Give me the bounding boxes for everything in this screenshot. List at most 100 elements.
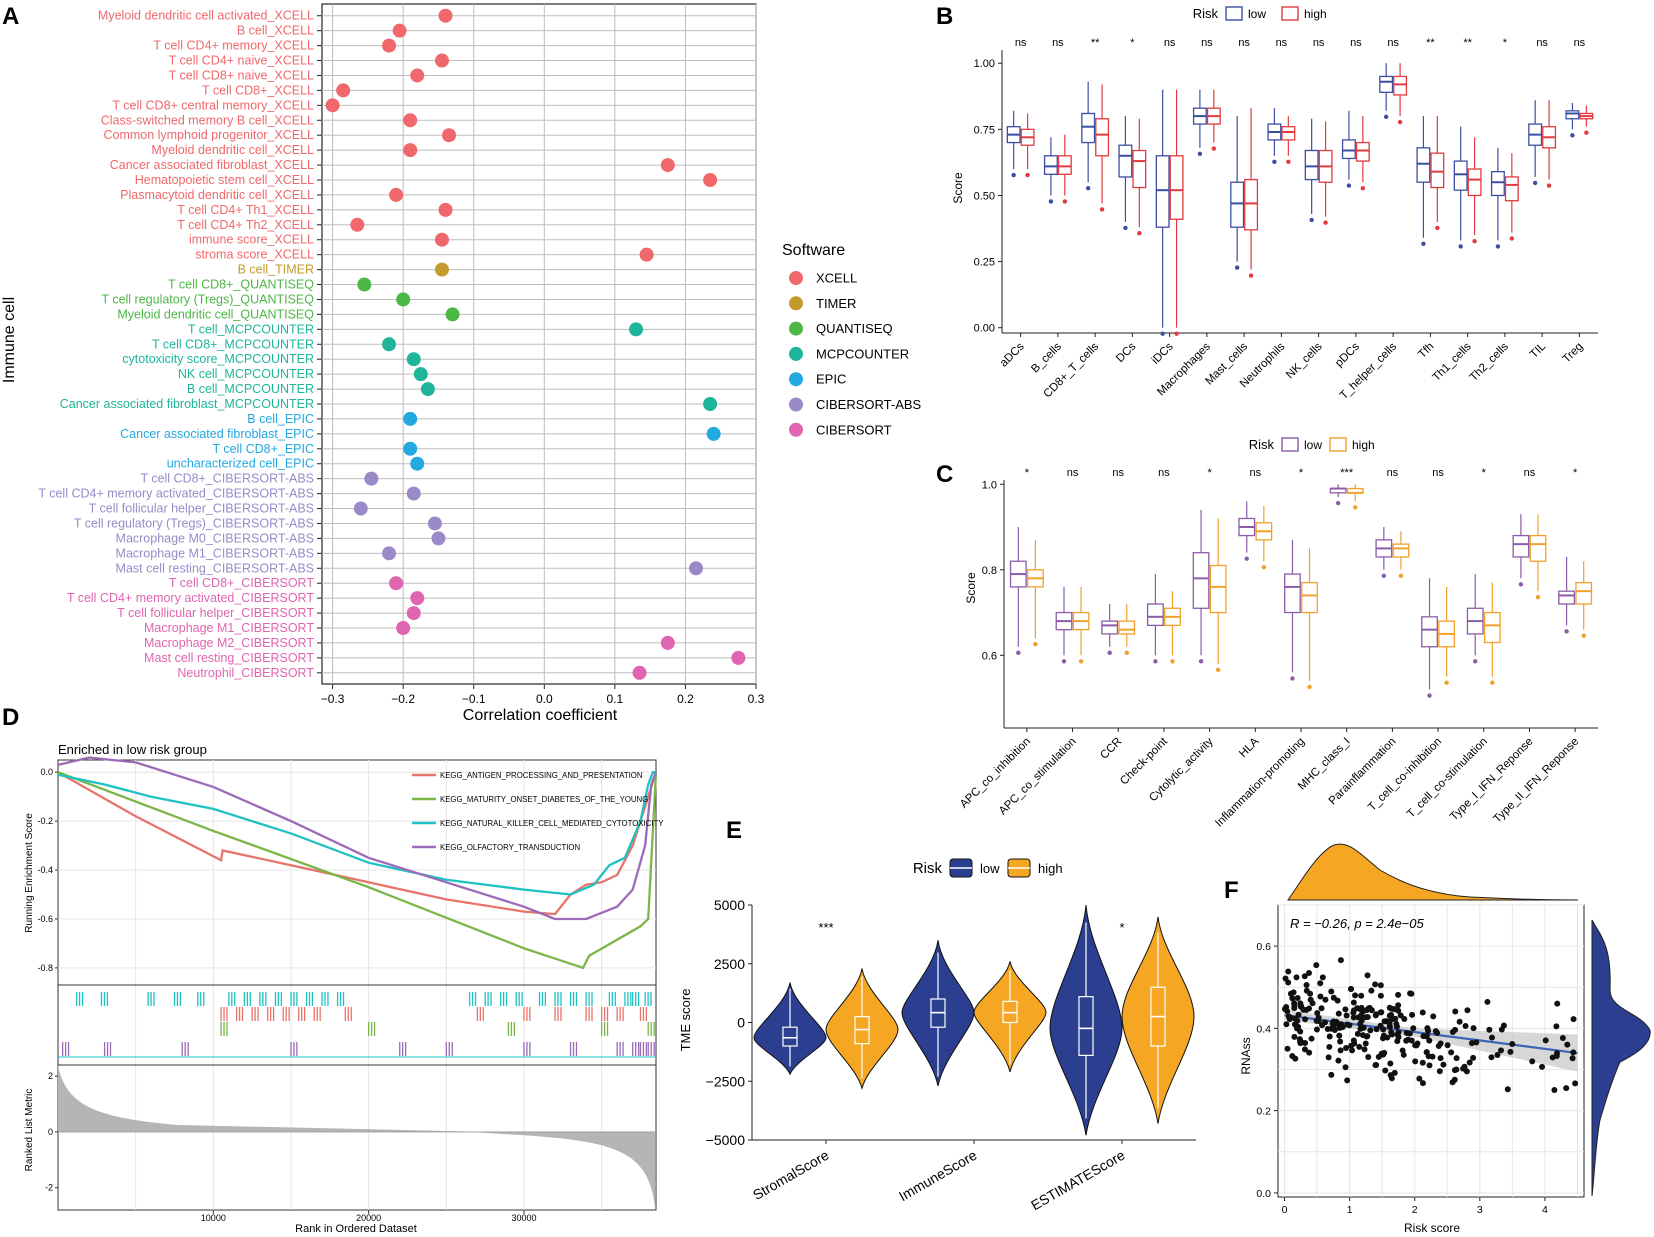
panel-a-row-label: T cell follicular helper_CIBERSORT: [117, 606, 314, 620]
panel-f-point: [1426, 1062, 1433, 1069]
panel-c-outlier: [1581, 633, 1586, 638]
panel-f-point: [1313, 1026, 1320, 1033]
panel-f-point: [1394, 1038, 1401, 1045]
panel-b-outlier: [1435, 225, 1440, 231]
panel-a-row-label: Macrophage M1_CIBERSORT: [144, 621, 314, 635]
panel-c-outlier: [1427, 693, 1432, 698]
panel-a-point: [350, 217, 365, 232]
panel-b-box: [1430, 152, 1445, 189]
panel-f-point: [1358, 992, 1365, 999]
panel-a-point: [629, 322, 644, 337]
panel-a-point: [364, 471, 379, 486]
panel-b-box: [1081, 112, 1096, 144]
panel-b-outlier: [1211, 146, 1217, 151]
panel-a-legend-dot: [789, 422, 803, 437]
panel-f-point: [1436, 1068, 1443, 1075]
panel-f-point: [1325, 1054, 1332, 1061]
panel-f-point: [1352, 992, 1359, 999]
panel-d-y-tick-label: -0.4: [37, 865, 53, 875]
panel-c-x-label: Type_II_IFN_Reponse: [1491, 736, 1581, 826]
panel-a-point: [689, 561, 704, 576]
panel-f-point: [1488, 1054, 1495, 1061]
panel-c-significance: * ns ns ns * ns * *** ns ns * ns *: [1025, 467, 1578, 479]
panel-b-outlier: [1584, 130, 1589, 135]
panel-a-point: [639, 247, 654, 262]
panel-c-outlier: [1564, 629, 1569, 634]
panel-f-point: [1372, 1012, 1379, 1019]
panel-b-box: [1341, 139, 1356, 160]
panel-a-point: [406, 352, 421, 367]
panel-f-point: [1434, 1029, 1441, 1036]
panel-b-x-label: iDCs: [1150, 340, 1176, 366]
panel-a-legend-dot: [789, 271, 803, 285]
panel-c-box: [1284, 573, 1301, 614]
panel-b-x-label: pDCs: [1333, 340, 1362, 369]
panel-b-sig-label: ns: [1350, 37, 1362, 49]
panel-f-point: [1424, 1025, 1431, 1032]
panel-b-box: [1169, 155, 1184, 220]
panel-b-sig-label: ns: [1387, 37, 1399, 49]
panel-a-row-label: uncharacterized cell_EPIC: [167, 457, 314, 471]
panel-d-x-tick-label: 10000: [201, 1213, 226, 1223]
panel-a-point: [325, 98, 340, 113]
panel-a-row-label: Macrophage M0_CIBERSORT-ABS: [116, 531, 314, 545]
panel-a-x-tick-label: 0.1: [607, 692, 624, 706]
panel-f-point: [1391, 1069, 1398, 1076]
panel-a-row-label: T cell CD4+ memory activated_CIBERSORT-A…: [38, 487, 314, 501]
panel-d-legend-label: KEGG_ANTIGEN_PROCESSING_AND_PRESENTATION: [440, 771, 642, 780]
panel-a-legend-dot: [789, 372, 803, 387]
panel-d-ylabel-top: Running Enrichment Score: [24, 813, 35, 933]
panel-f-point: [1381, 1018, 1388, 1025]
panel-f-point: [1500, 1022, 1507, 1029]
panel-b-box: [1132, 149, 1147, 189]
panel-c-sig-label: ns: [1387, 467, 1399, 479]
panel-c-outlier: [1215, 667, 1221, 673]
panel-b-legend-low-swatch: [1225, 6, 1243, 21]
panel-b-outlier: [1085, 186, 1091, 191]
panel-b-box: [1281, 126, 1296, 141]
panel-f-point: [1373, 1061, 1380, 1068]
panel-f-point: [1373, 1026, 1380, 1033]
panel-a-point: [357, 277, 372, 292]
panel-d-legend-label: KEGG_OLFACTORY_TRANSDUCTION: [440, 843, 580, 852]
panel-f-point: [1395, 991, 1402, 998]
panel-a-point: [703, 397, 718, 411]
panel-a-point: [706, 426, 721, 441]
panel-b-outlier: [1472, 238, 1477, 244]
panel-c-outlier: [1398, 573, 1404, 578]
panel-a-letter: A: [2, 3, 19, 30]
panel-f-point: [1408, 990, 1415, 997]
panel-f-point: [1440, 1061, 1447, 1068]
panel-f-point: [1328, 1071, 1335, 1078]
panel-b-x-label: Th2_cells: [1468, 340, 1511, 383]
panel-f-point: [1397, 1012, 1404, 1019]
panel-f-point: [1466, 1059, 1473, 1066]
panel-a-point: [438, 8, 453, 23]
panel-a-point: [420, 382, 435, 397]
panel-c-x-label: Type_I_IFN_Reponse: [1448, 736, 1536, 824]
panel-a-point: [434, 53, 449, 68]
panel-a-row-labels: Myeloid dendritic cell activated_XCELLB …: [38, 9, 322, 680]
panel-f-point: [1486, 1026, 1493, 1033]
panel-f-point: [1367, 1027, 1374, 1034]
panel-c-outlier: [1490, 680, 1495, 685]
panel-f-point: [1403, 1029, 1410, 1036]
panel-a-row-label: T cell CD4+ Th2_XCELL: [177, 218, 314, 232]
panel-f-point: [1284, 1045, 1291, 1052]
panel-b-box: [1118, 144, 1133, 178]
panel-f-point: [1388, 1011, 1395, 1018]
panel-f-point: [1377, 1022, 1384, 1029]
panel-f-point: [1401, 1015, 1408, 1022]
panel-f-point: [1319, 1022, 1326, 1029]
panel-f-point: [1301, 1046, 1308, 1053]
panel-c-x-label: T_cell_co-stimulation: [1405, 736, 1490, 821]
panel-b-box: [1043, 155, 1058, 175]
panel-a-row-label: Mast cell resting_CIBERSORT: [144, 651, 314, 665]
panel-f-point: [1416, 1075, 1423, 1082]
panel-b-significance: ns ns ** * ns ns ns ns ns ns ns ** ** * ns ns: [1015, 37, 1586, 49]
panel-f-point: [1344, 1077, 1351, 1084]
panel-f-point: [1284, 1008, 1291, 1015]
panel-e-y-tick-label: 0: [737, 1015, 745, 1031]
